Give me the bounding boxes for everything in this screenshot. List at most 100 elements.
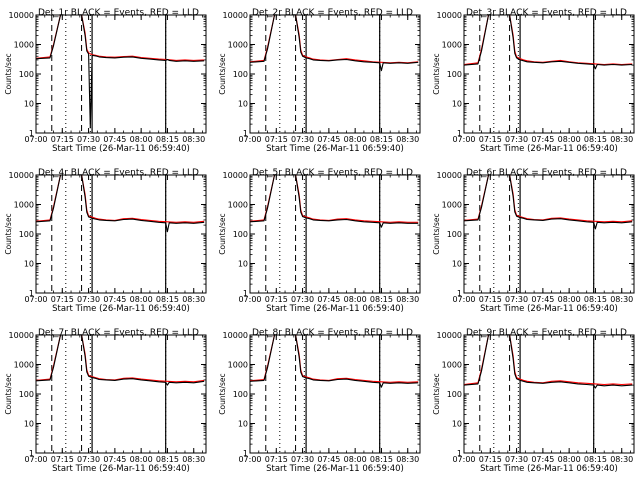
x-tick-label: 07:45 <box>531 135 554 144</box>
y-tick-label: 10 <box>452 420 462 429</box>
x-tick-label: 07:15 <box>265 455 288 464</box>
y-tick-label: 10000 <box>437 171 462 180</box>
y-tick-label: 100 <box>447 230 462 239</box>
x-tick-label: 08:00 <box>130 295 153 304</box>
chart-panel-8: Det_8r BLACK = Events, RED = LLD 1 10 100 10… <box>218 328 421 474</box>
series-group <box>250 335 419 388</box>
y-tick-label: 1000 <box>228 201 248 210</box>
plot-frame <box>35 174 207 294</box>
series-group <box>250 175 419 228</box>
y-tick-label: 1000 <box>14 41 34 50</box>
x-tick-label: 07:45 <box>317 295 340 304</box>
chart-panel-3: Det_3r BLACK = Events, RED = LLD 1 10 100 10… <box>432 8 635 154</box>
series-line-events <box>36 335 205 386</box>
series-line-events <box>250 15 419 72</box>
y-tick-label: 10 <box>238 420 248 429</box>
y-tick-label: 1 <box>29 449 34 458</box>
x-tick-label: 07:00 <box>24 135 47 144</box>
chart-title: Det_8r BLACK = Events, RED = LLD <box>252 328 413 338</box>
series-group <box>464 335 633 389</box>
x-tick-label: 07:15 <box>51 295 74 304</box>
series-line-events <box>36 175 205 233</box>
y-axis-label: Counts/sec <box>432 53 441 94</box>
series-line-lld <box>250 15 419 64</box>
plot-frame <box>463 14 635 134</box>
series-line-events <box>250 175 419 228</box>
x-axis-label: Start Time (26-Mar-11 06:59:40) <box>52 464 190 474</box>
series-line-lld <box>464 15 633 66</box>
y-tick-label: 1000 <box>14 201 34 210</box>
x-tick-label: 07:00 <box>452 295 475 304</box>
y-axis-label: Counts/sec <box>4 53 13 94</box>
y-tick-label: 1 <box>29 289 34 298</box>
y-tick-label: 1000 <box>14 361 34 370</box>
x-tick-label: 08:15 <box>584 135 607 144</box>
y-tick-label: 10000 <box>9 331 34 340</box>
y-tick-label: 100 <box>233 70 248 79</box>
y-tick-label: 1 <box>243 289 248 298</box>
series-line-lld <box>36 175 205 223</box>
x-tick-label: 08:00 <box>130 135 153 144</box>
x-tick-label: 07:15 <box>265 295 288 304</box>
y-axis-label: Counts/sec <box>432 213 441 254</box>
x-tick-label: 08:15 <box>370 295 393 304</box>
time-markers <box>479 335 595 453</box>
x-tick-label: 08:15 <box>156 455 179 464</box>
y-tick-label: 100 <box>19 390 34 399</box>
series-group <box>36 335 205 386</box>
plot-frame <box>463 174 635 294</box>
series-group <box>36 15 205 129</box>
chart-title: Det_7r BLACK = Events, RED = LLD <box>38 328 199 338</box>
y-tick-label: 100 <box>19 70 34 79</box>
x-tick-label: 08:15 <box>370 455 393 464</box>
y-tick-label: 10 <box>452 260 462 269</box>
x-tick-label: 07:15 <box>265 135 288 144</box>
y-tick-label: 10 <box>238 260 248 269</box>
series-line-events <box>250 335 419 388</box>
x-tick-label: 08:00 <box>558 455 581 464</box>
y-tick-label: 100 <box>19 230 34 239</box>
x-tick-label: 07:30 <box>291 295 314 304</box>
series-group <box>464 15 633 70</box>
y-tick-label: 1000 <box>228 361 248 370</box>
y-tick-label: 10000 <box>223 11 248 20</box>
y-tick-label: 1 <box>457 289 462 298</box>
y-tick-label: 1 <box>457 449 462 458</box>
time-markers <box>51 175 167 293</box>
y-tick-label: 10 <box>24 420 34 429</box>
x-tick-label: 08:30 <box>396 295 419 304</box>
x-tick-label: 07:45 <box>103 135 126 144</box>
x-tick-label: 08:30 <box>610 135 633 144</box>
x-tick-label: 07:30 <box>291 455 314 464</box>
x-tick-label: 07:45 <box>531 295 554 304</box>
series-line-events <box>464 15 633 70</box>
series-line-lld <box>464 335 633 386</box>
x-axis-label: Start Time (26-Mar-11 06:59:40) <box>52 304 190 314</box>
y-tick-label: 10000 <box>223 171 248 180</box>
x-axis-label: Start Time (26-Mar-11 06:59:40) <box>266 464 404 474</box>
series-line-lld <box>36 335 205 383</box>
y-tick-label: 1 <box>243 129 248 138</box>
x-tick-label: 07:30 <box>77 135 100 144</box>
time-markers <box>265 335 381 453</box>
chart-title: Det_3r BLACK = Events, RED = LLD <box>466 8 627 18</box>
y-tick-label: 100 <box>233 390 248 399</box>
series-group <box>250 15 419 72</box>
x-tick-label: 07:45 <box>317 455 340 464</box>
plot-frame <box>249 14 421 134</box>
x-tick-label: 07:30 <box>291 135 314 144</box>
series-group <box>464 175 633 230</box>
y-tick-label: 10000 <box>223 331 248 340</box>
x-tick-label: 07:00 <box>24 295 47 304</box>
chart-panel-2: Det_2r BLACK = Events, RED = LLD 1 10 100 10… <box>218 8 421 154</box>
chart-title: Det_1r BLACK = Events, RED = LLD <box>38 8 199 18</box>
x-tick-label: 07:00 <box>238 295 261 304</box>
y-tick-label: 1 <box>243 449 248 458</box>
x-axis-label: Start Time (26-Mar-11 06:59:40) <box>52 144 190 154</box>
x-axis-label: Start Time (26-Mar-11 06:59:40) <box>266 144 404 154</box>
y-tick-label: 100 <box>233 230 248 239</box>
x-tick-label: 07:00 <box>452 455 475 464</box>
y-tick-label: 1000 <box>442 41 462 50</box>
y-tick-label: 10000 <box>437 331 462 340</box>
